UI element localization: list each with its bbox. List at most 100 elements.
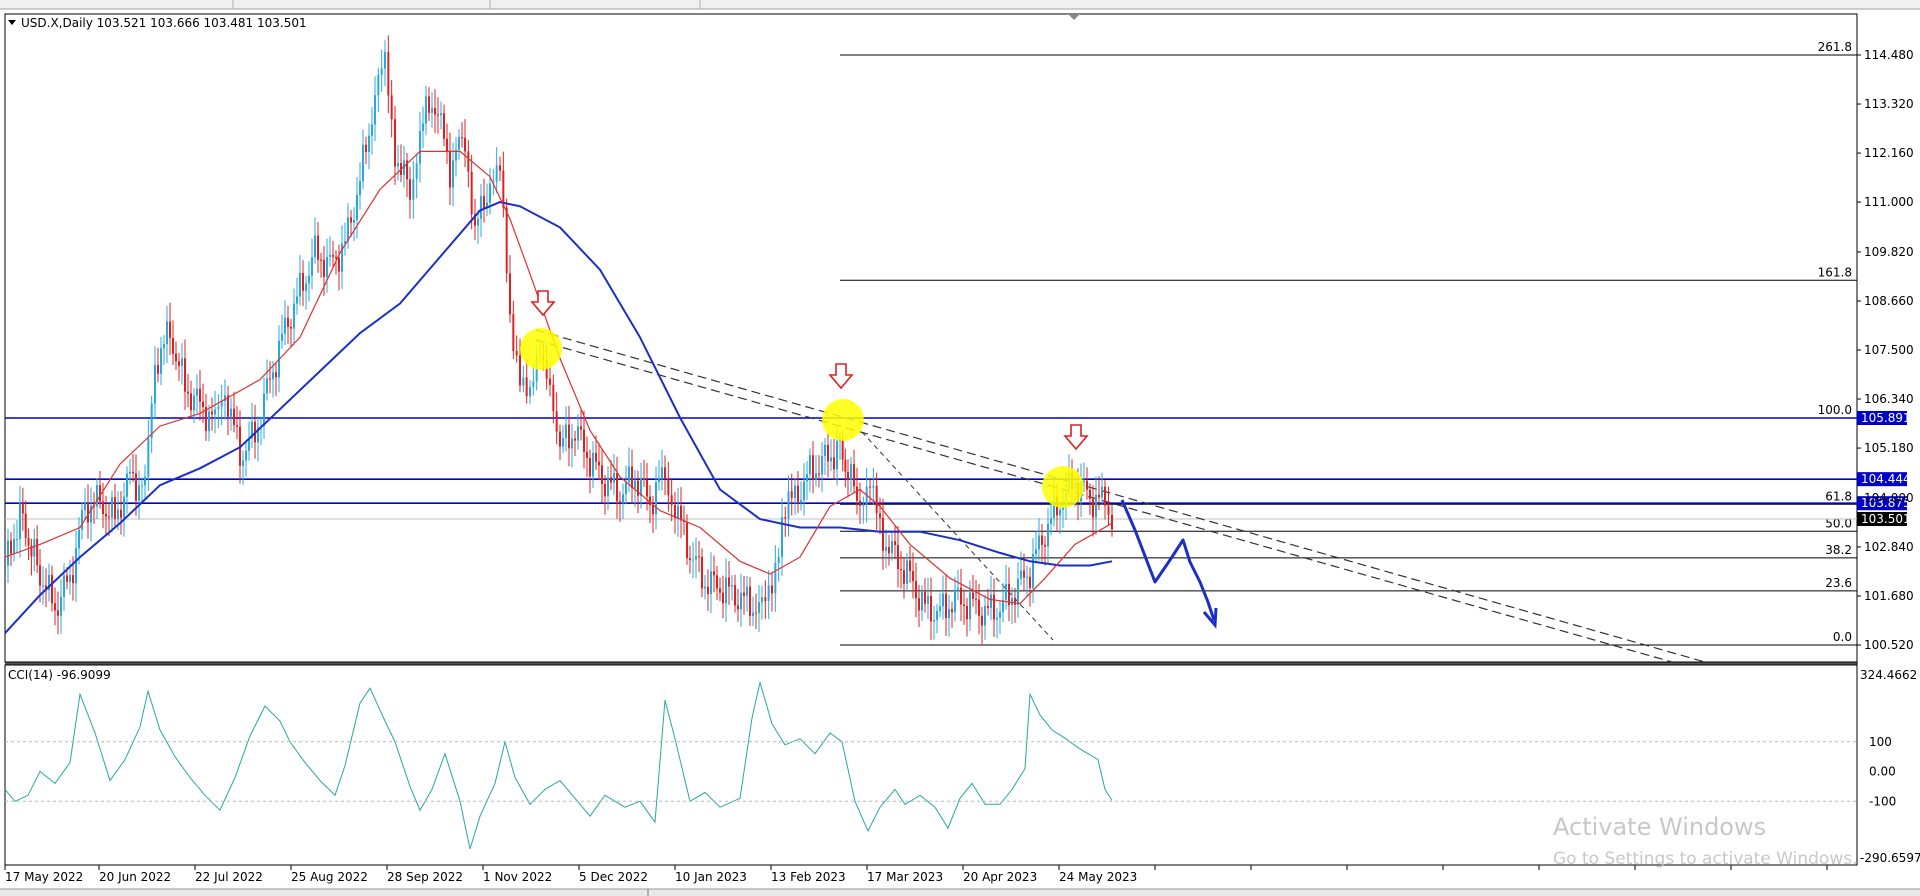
candle-body — [371, 124, 373, 136]
candle-body — [522, 377, 525, 386]
candle-body — [689, 558, 691, 560]
candle-body — [509, 273, 511, 315]
candle-body — [996, 617, 998, 620]
candle-body — [54, 603, 56, 611]
candle-body — [710, 571, 712, 595]
price-label: 104.000 — [1864, 491, 1914, 505]
candle-body — [287, 317, 289, 327]
candle-body — [99, 485, 101, 502]
price-tag-label: 103.875 — [1861, 496, 1911, 510]
candle-body — [84, 503, 86, 511]
candle-body — [921, 591, 923, 611]
projection-arrowhead-icon[interactable] — [1202, 607, 1218, 629]
highlight-circle[interactable] — [520, 328, 562, 370]
candle-body — [1008, 583, 1010, 606]
candle-body — [856, 486, 858, 501]
candle-body — [449, 151, 451, 188]
candle-body — [924, 591, 926, 604]
candle-body — [69, 575, 71, 582]
candle-body — [193, 395, 195, 411]
shift-marker-icon[interactable] — [1068, 14, 1080, 20]
candle-body — [767, 585, 770, 601]
date-label: 13 Feb 2023 — [771, 870, 846, 884]
candle-body — [230, 408, 232, 417]
candle-body — [601, 465, 603, 484]
candle-body — [1032, 554, 1034, 588]
candle-body — [440, 113, 442, 116]
candle-body — [272, 372, 274, 380]
candle-body — [571, 438, 573, 449]
date-label: 20 Apr 2023 — [963, 870, 1037, 884]
candle-body — [368, 135, 370, 152]
candle-body — [178, 361, 180, 366]
current-price-tag — [1857, 512, 1907, 527]
candle-body — [467, 151, 470, 172]
candle-body — [311, 257, 313, 276]
candle-body — [1104, 486, 1106, 506]
candle-body — [48, 574, 50, 591]
candle-body — [764, 597, 767, 601]
candle-body — [574, 438, 576, 441]
price-tag — [1857, 411, 1907, 426]
candle-body — [1035, 549, 1037, 555]
candle-body — [885, 547, 887, 551]
candle-body — [332, 254, 334, 257]
date-label: 1 Nov 2022 — [483, 870, 552, 884]
candle-body — [670, 495, 673, 505]
trendline-steep[interactable] — [861, 431, 1054, 641]
annotations[interactable] — [520, 290, 1218, 629]
candle-body — [610, 477, 612, 483]
candle-body — [455, 149, 457, 161]
candle-body — [150, 403, 153, 439]
candle-body — [374, 95, 376, 125]
candle-body — [728, 577, 730, 587]
candle-body — [187, 391, 189, 394]
candle-body — [362, 144, 364, 182]
candle-body — [434, 108, 436, 115]
candle-body — [619, 501, 621, 503]
date-label: 17 May 2022 — [5, 870, 83, 884]
down-arrow-icon[interactable] — [530, 290, 556, 317]
candle-body — [787, 491, 790, 519]
highlight-circle[interactable] — [822, 399, 864, 441]
candle-body — [549, 378, 551, 385]
candle-body — [637, 480, 639, 496]
candle-body — [945, 593, 947, 619]
candle-body — [350, 217, 352, 223]
candle-body — [912, 571, 914, 582]
projection-path[interactable] — [1120, 499, 1216, 621]
candle-body — [771, 585, 773, 594]
candle-body — [746, 586, 748, 596]
dropdown-icon[interactable] — [8, 20, 16, 25]
down-arrow-icon[interactable] — [828, 363, 854, 390]
candle-body — [129, 471, 131, 474]
price-label: 106.340 — [1864, 392, 1914, 406]
candle-body — [704, 586, 706, 589]
candle-body — [51, 574, 53, 604]
candle-body — [1041, 535, 1043, 545]
candle-body — [335, 256, 337, 259]
horizontal-lines[interactable]: 105.891 104.444 103.875 103.501 — [5, 411, 1911, 527]
candle-body — [761, 597, 763, 603]
candle-body — [821, 455, 823, 475]
candle-body — [577, 426, 579, 441]
candle-body — [344, 241, 346, 244]
trendline-upper[interactable] — [535, 329, 1706, 663]
candle-body — [477, 218, 479, 226]
down-arrow-icon[interactable] — [1063, 424, 1089, 451]
candle-body — [963, 604, 965, 606]
price-label: 101.680 — [1864, 589, 1914, 603]
candle-body — [595, 452, 597, 462]
candle-body — [716, 575, 718, 589]
candle-body — [211, 411, 213, 415]
candle-body — [19, 503, 21, 539]
highlight-circle[interactable] — [1042, 466, 1084, 508]
candle-body — [202, 401, 204, 408]
candle-body — [616, 472, 618, 502]
candle-body — [589, 458, 591, 477]
candle-body — [872, 485, 875, 488]
moving-averages — [4, 150, 1113, 634]
candle-body — [960, 587, 962, 605]
candle-body — [969, 592, 971, 620]
